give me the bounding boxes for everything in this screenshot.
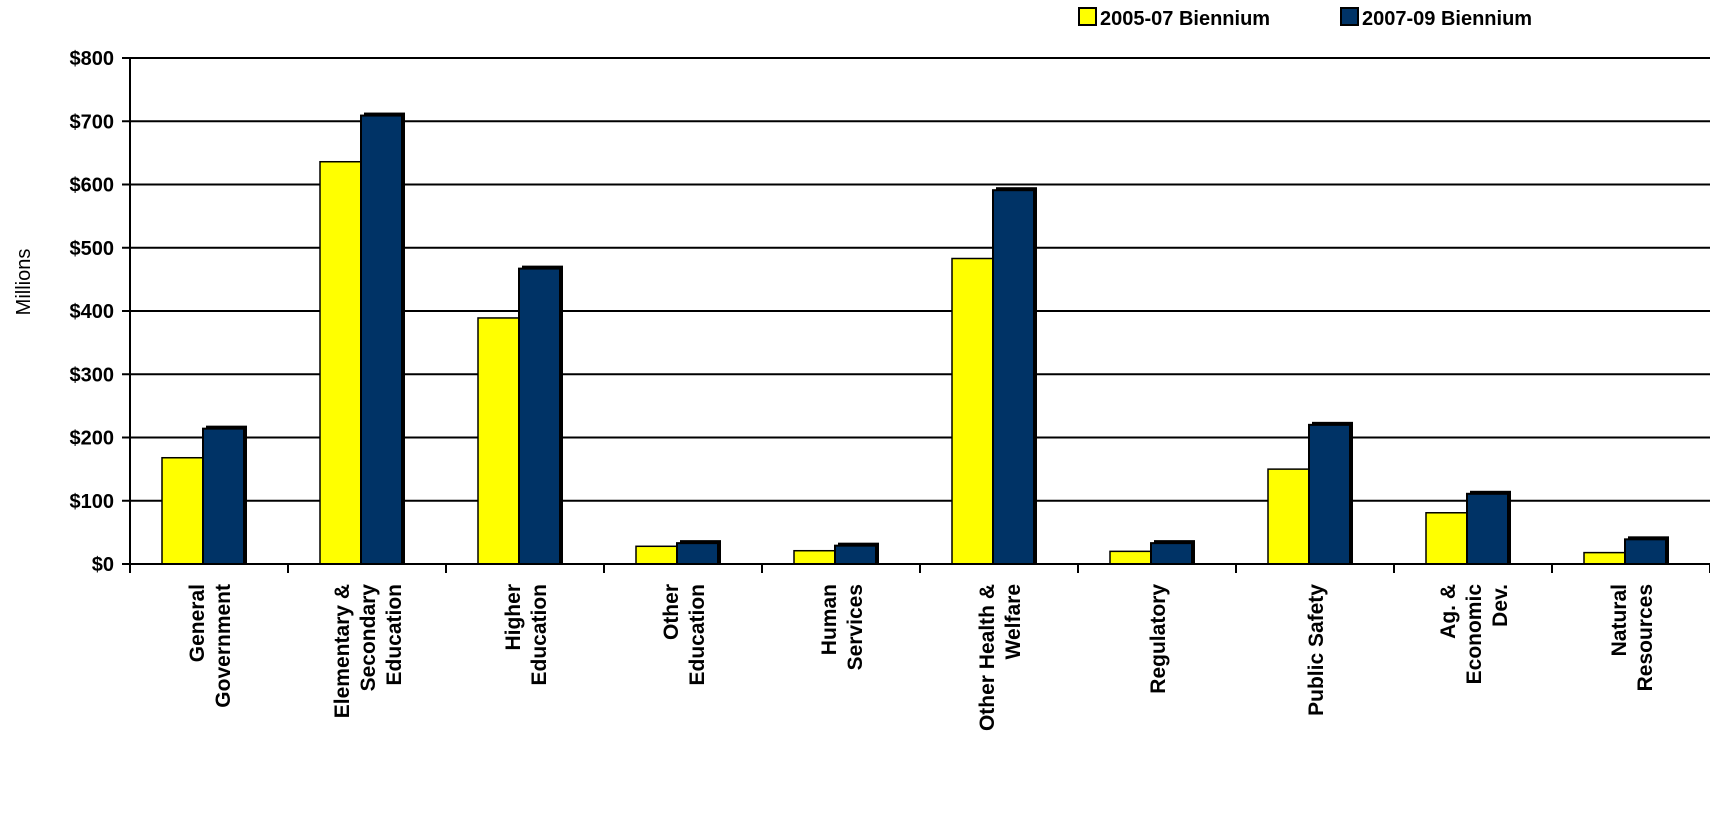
x-tick-label-line: Government [212, 584, 235, 708]
legend-swatch [1078, 7, 1097, 26]
x-tick-label-line: Education [686, 584, 709, 686]
bar [161, 456, 204, 565]
bar [635, 545, 678, 565]
y-tick-label: $700 [70, 111, 115, 133]
x-tick-label-line: Elementary & [331, 584, 354, 718]
bar [1267, 468, 1310, 565]
y-tick-label: $100 [70, 491, 115, 513]
x-tick-label: Other Health & Welfare [976, 584, 1025, 731]
axes: $0 $100 $200 $300 $400 $500 $600 $700 $800 [70, 48, 1710, 576]
bar [477, 317, 520, 565]
x-tick-label-line: Welfare [1002, 584, 1025, 659]
bar [518, 267, 561, 565]
bar [1150, 542, 1193, 566]
bar [1425, 512, 1468, 565]
x-tick-label-line: Human [818, 584, 841, 655]
x-tick-label-line: Economic [1463, 584, 1486, 685]
x-tick-label-line: Education [383, 584, 406, 686]
bar [1466, 492, 1509, 566]
x-tick-label-line: Education [528, 584, 551, 686]
y-tick-label: $500 [70, 238, 115, 260]
bar [834, 544, 877, 565]
y-tick-label: $400 [70, 301, 115, 323]
x-tick-label-line: Public Safety [1305, 584, 1328, 716]
x-tick-label-line: Natural [1608, 584, 1631, 656]
bar [319, 160, 362, 565]
legend-swatch [1340, 7, 1359, 26]
bar [1308, 423, 1351, 565]
y-tick-label: $600 [70, 175, 115, 197]
y-tick-label: $0 [92, 554, 114, 576]
x-tick-label: Regulatory [1147, 584, 1170, 694]
bar [202, 427, 245, 565]
x-tick-label-line: Ag. & [1437, 584, 1460, 639]
y-tick-label: $200 [70, 428, 115, 450]
legend-label: 2007-09 Biennium [1362, 8, 1532, 30]
legend-label: 2005-07 Biennium [1100, 8, 1270, 30]
x-tick-label: Human Services [818, 584, 867, 670]
x-tick-label: General Government [186, 584, 235, 708]
x-tick-label-line: Other Health & [976, 584, 999, 731]
x-tick-label-line: Regulatory [1147, 584, 1170, 694]
x-tick-label: Higher Education [502, 584, 551, 686]
y-tick-label: $300 [70, 364, 115, 386]
x-tick-label: Public Safety [1305, 584, 1328, 716]
bars [161, 112, 1669, 566]
x-tick-label: Natural Resources [1608, 584, 1657, 691]
bar [992, 189, 1035, 565]
x-tick-label-line: Other [660, 584, 683, 640]
x-tick-label: Elementary & Secondary Education [331, 584, 406, 719]
x-tick-label: Ag. & Economic Dev. [1437, 584, 1512, 685]
x-tick-label: Other Education [660, 584, 709, 686]
x-tick-label-line: General [186, 584, 209, 662]
category-labels: General Government Elementary & Secondary Ed… [186, 584, 1657, 731]
bar [1109, 550, 1152, 565]
bar [793, 549, 836, 565]
bar [1583, 551, 1626, 565]
x-tick-label-line: Higher [502, 584, 525, 651]
legend: 2005-07 Biennium 2007-09 Biennium [1078, 7, 1532, 30]
bar [676, 542, 719, 566]
bar [951, 257, 994, 565]
x-tick-label-line: Resources [1634, 584, 1657, 691]
x-tick-label-line: Secondary [357, 584, 380, 692]
x-tick-label-line: Dev. [1489, 584, 1512, 627]
x-tick-label-line: Services [844, 584, 867, 670]
bar [360, 114, 403, 566]
y-tick-label: $800 [70, 48, 115, 70]
bar [1624, 538, 1667, 566]
y-axis-label: Millions [13, 249, 35, 316]
